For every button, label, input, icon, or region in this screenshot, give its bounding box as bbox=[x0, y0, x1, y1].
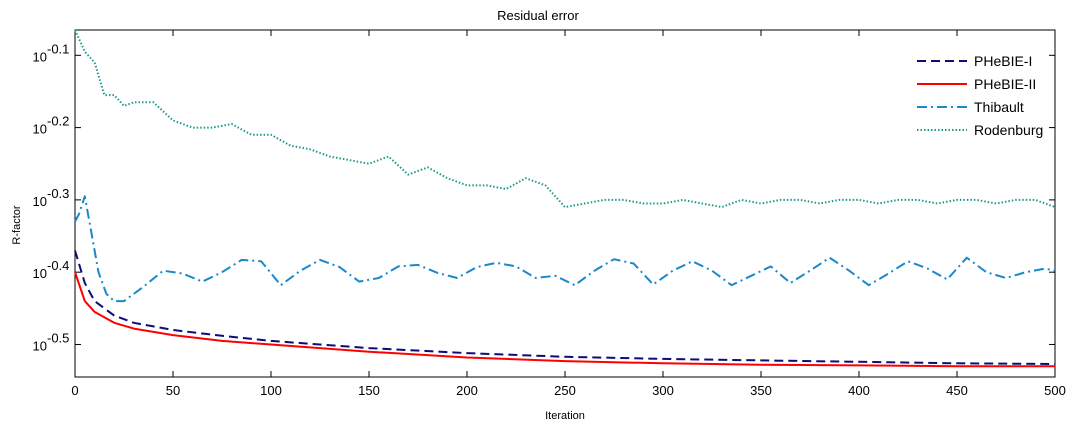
plot-frame bbox=[74, 29, 1056, 378]
x-tick-label: 300 bbox=[652, 383, 674, 398]
y-tick-base: 10 bbox=[33, 49, 47, 64]
x-axis-ticks: 0 50 100 150 200 250 300 350 400 450 500 bbox=[71, 30, 1066, 398]
chart-title: Residual error bbox=[497, 8, 579, 23]
y-tick-exponent: -0.5 bbox=[47, 330, 69, 345]
x-tick-label: 50 bbox=[166, 383, 180, 398]
y-tick-base: 10 bbox=[33, 194, 47, 209]
y-tick-base: 10 bbox=[33, 338, 47, 353]
y-tick-label: 10 bbox=[33, 122, 47, 137]
legend-label: PHeBIE-I bbox=[974, 53, 1032, 69]
y-axis-label: R-factor bbox=[11, 205, 23, 244]
y-axis-ticks: 10-0.110-0.210-0.310-0.410-0.5 bbox=[33, 41, 1055, 353]
x-tick-label: 150 bbox=[358, 383, 380, 398]
y-tick-label: 10 bbox=[33, 49, 47, 64]
x-tick-label: 200 bbox=[456, 383, 478, 398]
x-tick-label: 450 bbox=[946, 383, 968, 398]
x-tick-label: 100 bbox=[260, 383, 282, 398]
y-tick-base: 10 bbox=[33, 122, 47, 137]
legend-label: Thibault bbox=[974, 99, 1024, 115]
legend-label: PHeBIE-II bbox=[974, 76, 1036, 92]
y-tick-label: 10 bbox=[33, 266, 47, 281]
series-line-phebie-ii bbox=[74, 271, 1055, 368]
series-line-thibault bbox=[74, 195, 1056, 303]
x-tick-label: 250 bbox=[554, 383, 576, 398]
series-line-rodenburg bbox=[74, 29, 1056, 209]
legend: PHeBIE-I PHeBIE-II Thibault Rodenburg bbox=[917, 53, 1043, 138]
x-tick-label: 0 bbox=[71, 383, 78, 398]
y-tick-exponent: -0.3 bbox=[47, 186, 69, 201]
series-layer bbox=[74, 29, 1056, 368]
x-tick-label: 350 bbox=[750, 383, 772, 398]
series-line-phebie-i bbox=[74, 250, 1056, 365]
legend-label: Rodenburg bbox=[974, 122, 1043, 138]
y-tick-exponent: -0.1 bbox=[47, 41, 69, 56]
y-tick-label: 10 bbox=[33, 338, 47, 353]
x-axis-label: Iteration bbox=[545, 410, 585, 422]
y-tick-label: 10 bbox=[33, 194, 47, 209]
y-tick-exponent: -0.4 bbox=[47, 258, 69, 273]
y-tick-exponent: -0.2 bbox=[47, 114, 69, 129]
x-tick-label: 500 bbox=[1044, 383, 1066, 398]
x-tick-label: 400 bbox=[848, 383, 870, 398]
y-tick-base: 10 bbox=[33, 266, 47, 281]
